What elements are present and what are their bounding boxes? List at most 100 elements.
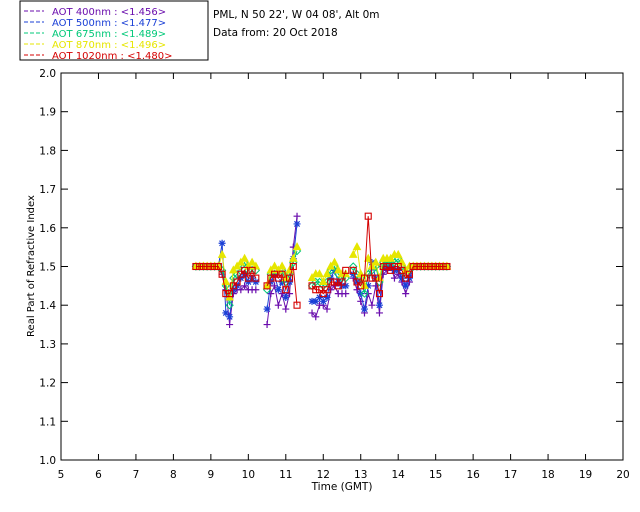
- data-point: [402, 290, 410, 298]
- y-tick-label: 1.1: [39, 416, 56, 428]
- x-tick-label: 14: [392, 469, 406, 481]
- data-point: [371, 257, 381, 266]
- legend-entry-label: AOT 400nm : <1.456>: [52, 7, 166, 18]
- data-point: [241, 270, 249, 278]
- data-point: [323, 293, 331, 301]
- data-point: [372, 274, 380, 282]
- data-point: [244, 278, 252, 286]
- data-point: [292, 242, 302, 251]
- data-point: [326, 261, 336, 270]
- data-point: [217, 249, 227, 258]
- data-point: [282, 286, 290, 294]
- data-point: [405, 274, 413, 282]
- x-tick-label: 8: [170, 469, 177, 481]
- data-point: [316, 293, 324, 301]
- data-point: [393, 249, 403, 258]
- data-point: [375, 301, 383, 309]
- data-point: [417, 262, 425, 271]
- data-point: [342, 266, 350, 274]
- data-point: [323, 305, 331, 313]
- legend-entry-label: AOT 1020nm : <1.480>: [52, 51, 172, 62]
- data-point: [331, 282, 339, 290]
- data-point: [360, 305, 368, 313]
- y-tick-label: 1.3: [39, 339, 56, 351]
- data-point: [312, 286, 320, 294]
- data-point: [368, 301, 376, 309]
- data-point: [386, 253, 396, 262]
- data-series: [191, 212, 452, 329]
- y-tick-label: 1.5: [39, 262, 56, 274]
- y-tick-label: 1.9: [39, 107, 56, 119]
- data-point: [312, 297, 320, 305]
- data-point: [293, 220, 301, 228]
- data-point: [323, 286, 331, 294]
- data-point: [334, 282, 342, 290]
- legend-entry-label: AOT 675nm : <1.489>: [52, 29, 166, 40]
- x-tick-label: 7: [133, 469, 140, 481]
- data-point: [333, 265, 343, 274]
- data-point: [241, 266, 249, 274]
- legend-box: [19, 0, 209, 61]
- data-point: [192, 262, 200, 271]
- data-point: [432, 262, 440, 271]
- x-tick-label: 5: [58, 469, 65, 481]
- data-point: [402, 274, 410, 282]
- data-point: [398, 266, 406, 274]
- x-axis-label: Time (GMT): [311, 481, 373, 493]
- x-tick-label: 12: [317, 469, 330, 481]
- legend-entry-label: AOT 500nm : <1.477>: [52, 18, 166, 29]
- data-point: [398, 274, 406, 282]
- data-point: [390, 262, 399, 271]
- data-point: [196, 262, 204, 271]
- data-point: [322, 269, 332, 278]
- data-point: [247, 257, 257, 266]
- data-point: [308, 282, 316, 290]
- data-point: [315, 269, 324, 278]
- data-point: [390, 266, 398, 274]
- data-point: [413, 262, 421, 271]
- data-point: [222, 290, 230, 298]
- data-point: [367, 261, 377, 270]
- data-point: [342, 290, 350, 298]
- data-point: [226, 313, 234, 321]
- data-point: [387, 266, 395, 274]
- data-point: [318, 276, 328, 285]
- data-point: [368, 274, 376, 282]
- data-point: [289, 262, 297, 271]
- data-point: [363, 253, 373, 262]
- series-line: [311, 270, 347, 295]
- data-point: [375, 290, 384, 298]
- data-point: [282, 305, 290, 313]
- data-point: [394, 262, 402, 271]
- data-point: [214, 262, 222, 271]
- data-point: [203, 262, 211, 271]
- data-point: [248, 274, 256, 282]
- data-point: [330, 278, 339, 286]
- data-point: [405, 270, 413, 278]
- data-point: [349, 266, 357, 274]
- data-point: [334, 278, 342, 286]
- data-point: [237, 286, 245, 294]
- data-point: [229, 286, 237, 294]
- data-point: [237, 274, 245, 282]
- data-point: [225, 300, 234, 310]
- x-tick-label: 15: [429, 469, 442, 481]
- x-tick-label: 20: [616, 469, 629, 481]
- data-point: [352, 242, 362, 251]
- data-point: [226, 290, 234, 298]
- data-point: [232, 261, 242, 270]
- data-point: [288, 253, 298, 262]
- data-point: [327, 278, 335, 286]
- data-point: [274, 301, 282, 309]
- axis-ticks: 5 6 7 8 9 10 11 12 13 14 15 16 17 18 19 20 1.0 1.1 1.2 1.3 1…: [39, 68, 629, 481]
- data-point: [278, 270, 286, 278]
- data-point: [383, 262, 391, 271]
- x-tick-label: 9: [208, 469, 215, 481]
- x-tick-label: 6: [95, 469, 102, 481]
- y-tick-label: 1.4: [39, 300, 56, 312]
- data-point: [375, 309, 383, 317]
- data-point: [319, 297, 327, 305]
- data-point: [222, 309, 230, 317]
- data-point: [409, 262, 417, 271]
- data-point: [360, 274, 369, 282]
